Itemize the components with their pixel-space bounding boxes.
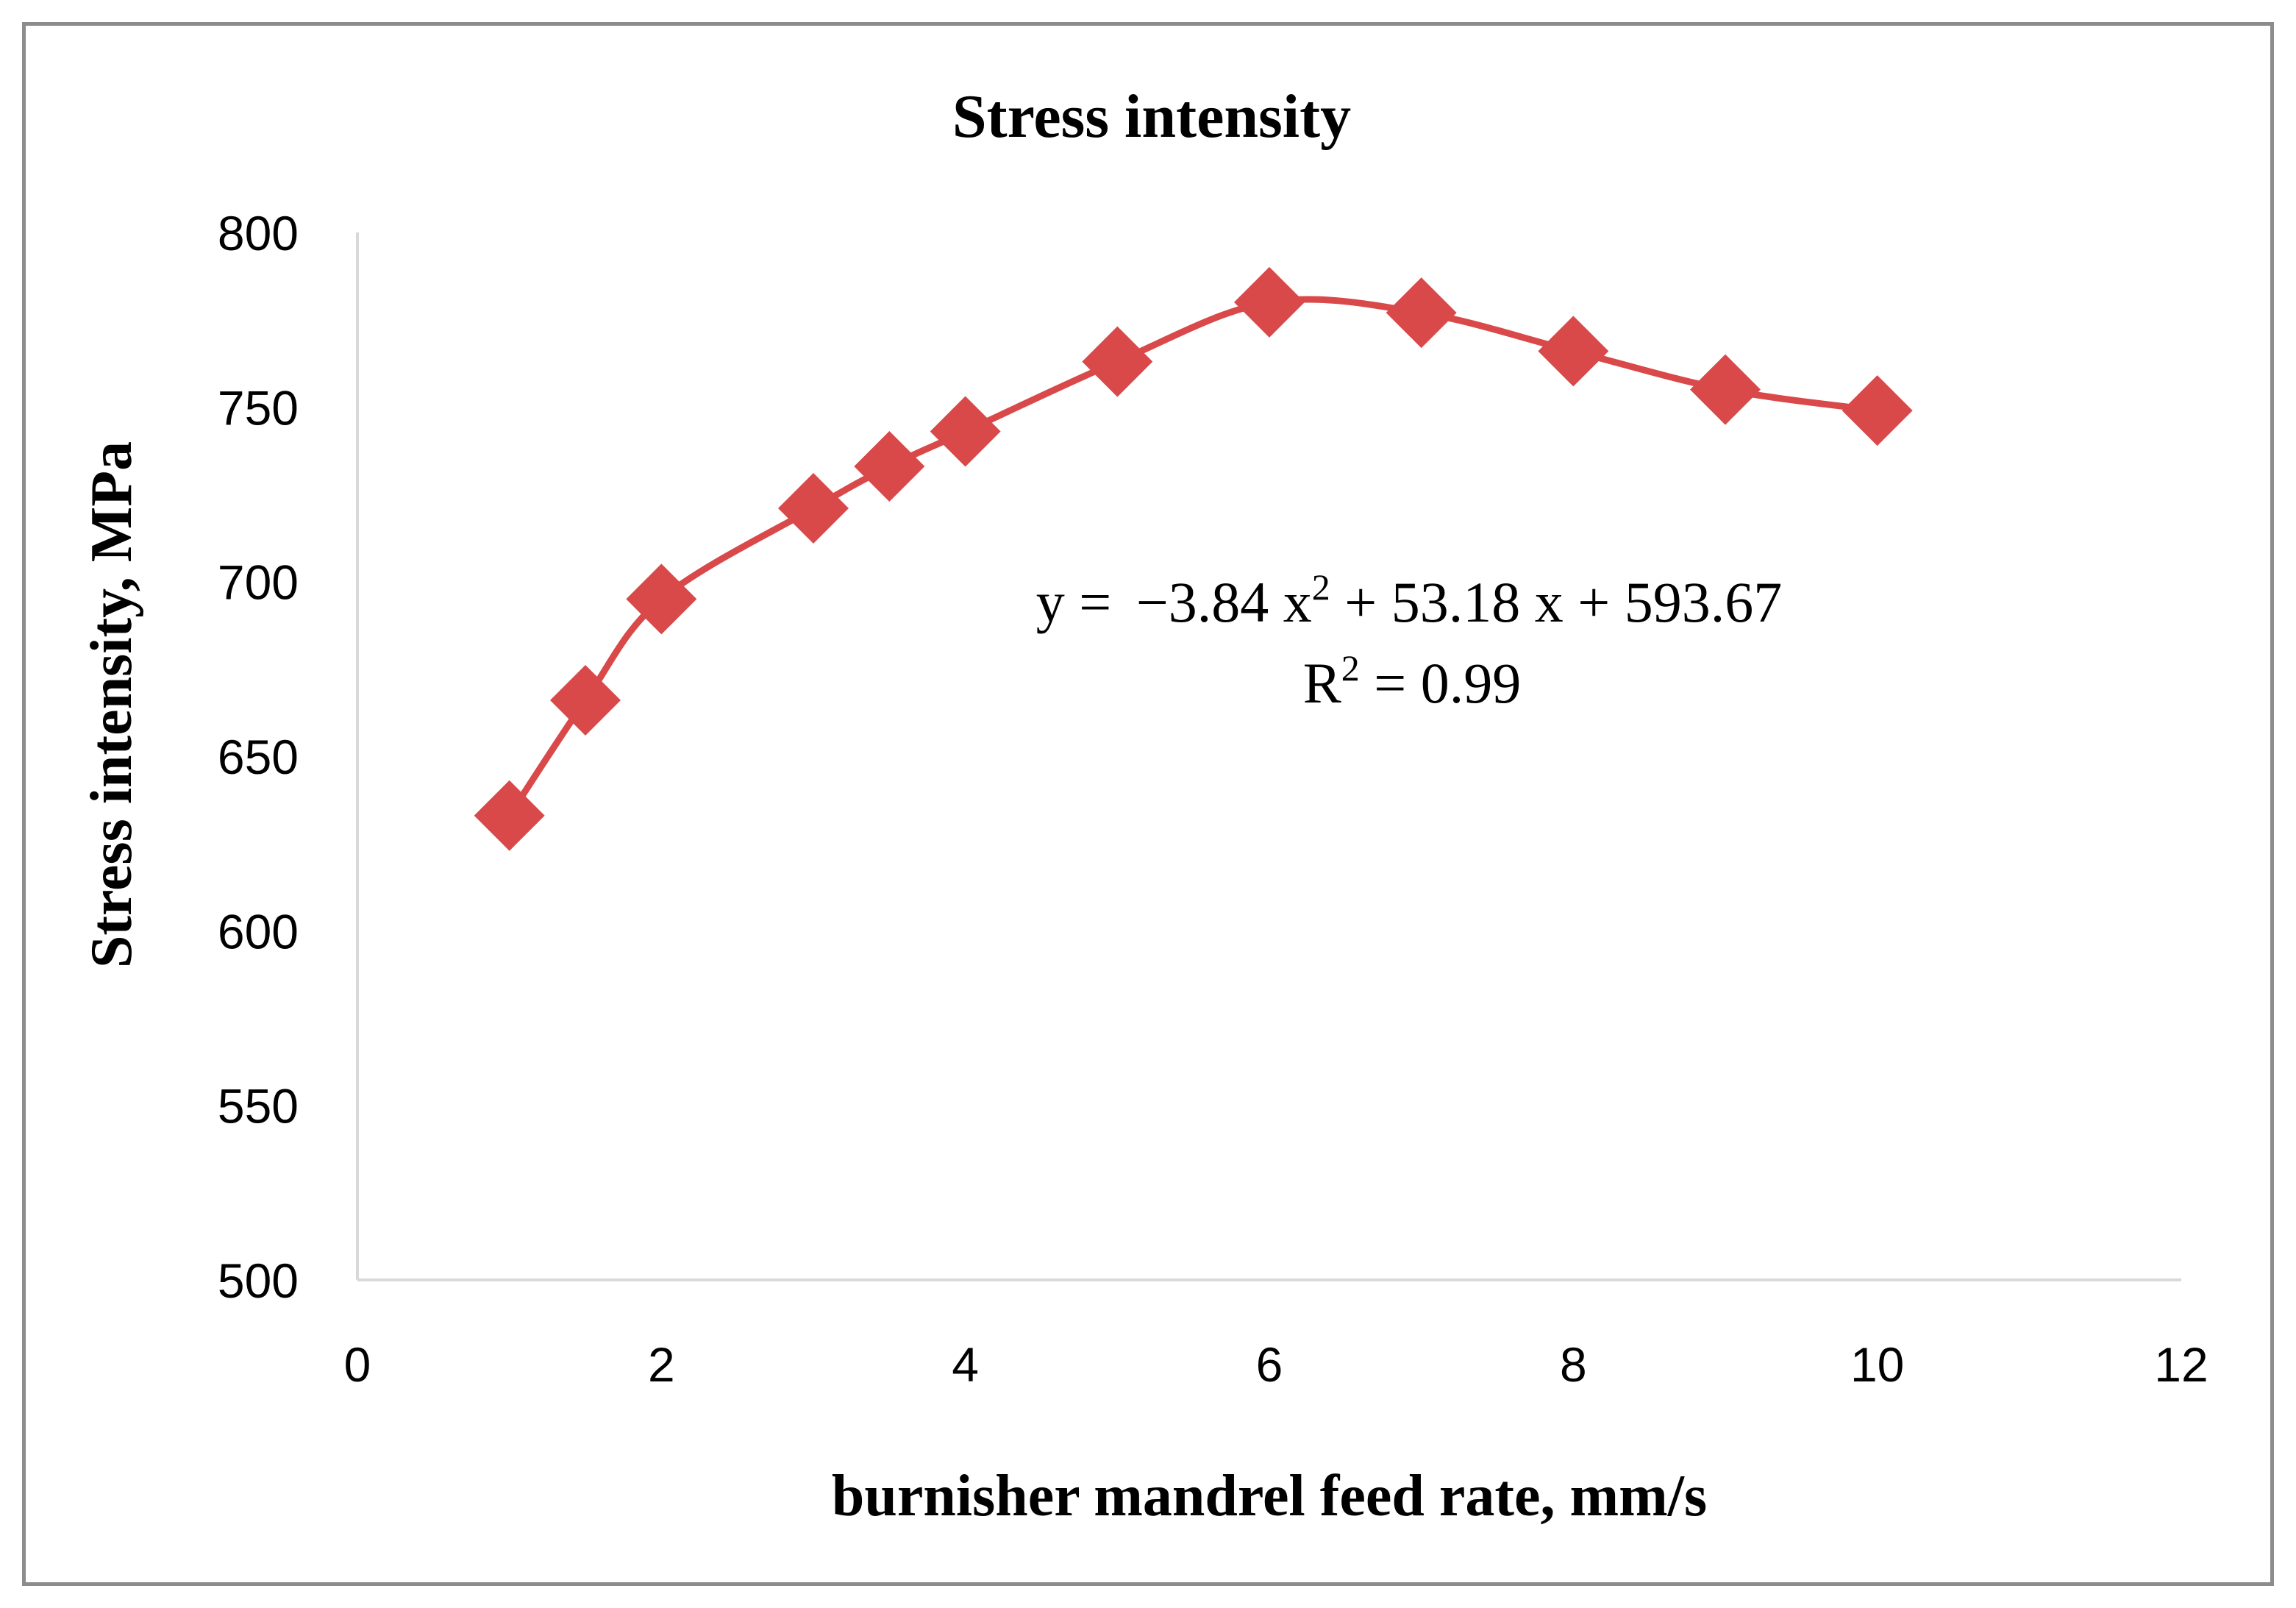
x-tick-label: 4 — [952, 1337, 979, 1392]
data-point-marker — [1690, 354, 1761, 425]
y-tick-label: 750 — [218, 380, 299, 435]
r-squared-rest: = 0.99 — [1360, 651, 1522, 715]
r-squared-exponent: 2 — [1341, 647, 1360, 689]
x-tick-label: 6 — [1256, 1337, 1283, 1392]
y-tick-label: 600 — [218, 904, 299, 958]
data-point-marker — [550, 665, 621, 736]
x-tick-label: 2 — [648, 1337, 675, 1392]
data-point-marker — [778, 472, 849, 544]
data-point-marker — [1842, 375, 1913, 447]
y-tick-labels: 500 550 600 650 700 750 800 — [218, 206, 299, 1308]
equation-rest: + 53.18 x + 593.67 — [1330, 570, 1782, 634]
y-tick-label: 650 — [218, 730, 299, 784]
data-point-marker — [930, 396, 1001, 467]
data-point-marker — [1538, 316, 1609, 387]
data-point-marker — [474, 780, 545, 851]
equation-term1: −3.84 x — [1136, 570, 1312, 634]
data-point-marker — [854, 431, 925, 502]
x-tick-label: 8 — [1560, 1337, 1587, 1392]
data-point-marker — [1082, 326, 1153, 397]
x-tick-labels: 0 2 4 6 8 10 12 — [344, 1337, 2208, 1392]
y-tick-label: 800 — [218, 206, 299, 260]
x-tick-label: 12 — [2154, 1337, 2208, 1392]
y-tick-label: 700 — [218, 555, 299, 610]
r-squared-annotation: R2 = 0.99 — [1303, 647, 1522, 715]
data-point-marker — [1386, 277, 1457, 349]
x-tick-label: 10 — [1850, 1337, 1904, 1392]
y-tick-label: 500 — [218, 1253, 299, 1308]
x-tick-label: 0 — [344, 1337, 371, 1392]
data-point-marker — [626, 563, 697, 635]
data-point-marker — [1234, 266, 1305, 338]
chart-frame — [22, 22, 2274, 1586]
equation-prefix: y = — [1036, 570, 1126, 634]
series-markers — [474, 266, 1913, 851]
y-tick-label: 550 — [218, 1079, 299, 1134]
y-axis-title: Stress intensity, MPa — [79, 441, 144, 968]
equation-exponent: 2 — [1312, 566, 1330, 608]
trendline-equation: y = −3.84 x2 + 53.18 x + 593.67 — [1036, 566, 1782, 634]
r-squared-prefix: R — [1303, 651, 1341, 715]
chart-title: Stress intensity — [952, 82, 1351, 151]
series-line — [506, 296, 1881, 819]
x-axis-title: burnisher mandrel feed rate, mm/s — [832, 1464, 1707, 1529]
